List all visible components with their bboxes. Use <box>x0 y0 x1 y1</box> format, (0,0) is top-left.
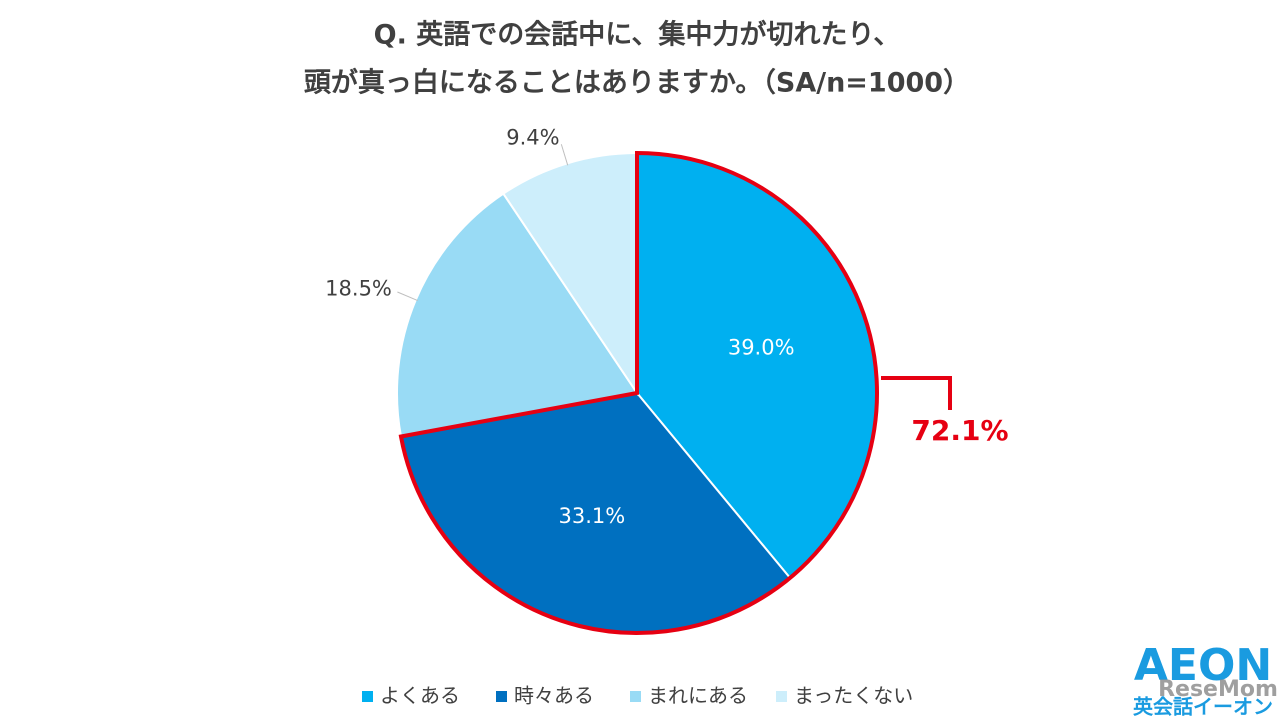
leader-line <box>397 291 418 302</box>
leader-line <box>560 144 569 166</box>
watermark: ReseMom <box>1158 677 1278 702</box>
legend-swatch <box>630 691 641 702</box>
chart-title: Q. 英語での会話中に、集中力が切れたり、 <box>374 19 901 51</box>
legend-label: 時々ある <box>514 684 594 708</box>
data-label: 39.0% <box>728 335 795 359</box>
legend-swatch <box>496 691 507 702</box>
legend-label: まったくない <box>794 684 913 708</box>
logo-sub: 英会話イーオン <box>1133 695 1273 719</box>
highlight-label: 72.1% <box>911 414 1008 447</box>
logo-brand: AEON <box>1134 640 1272 691</box>
data-label: 18.5% <box>325 277 392 301</box>
data-label: 33.1% <box>559 504 626 528</box>
legend-label: まれにある <box>648 684 748 708</box>
data-label: 9.4% <box>506 126 559 150</box>
legend-swatch <box>776 691 787 702</box>
highlight-outline <box>398 150 879 635</box>
highlight-bracket <box>881 376 952 410</box>
chart-title: 頭が真っ白になることはありますか。（SA/n=1000） <box>304 67 970 99</box>
legend-label: よくある <box>380 684 460 708</box>
legend-swatch <box>362 691 373 702</box>
